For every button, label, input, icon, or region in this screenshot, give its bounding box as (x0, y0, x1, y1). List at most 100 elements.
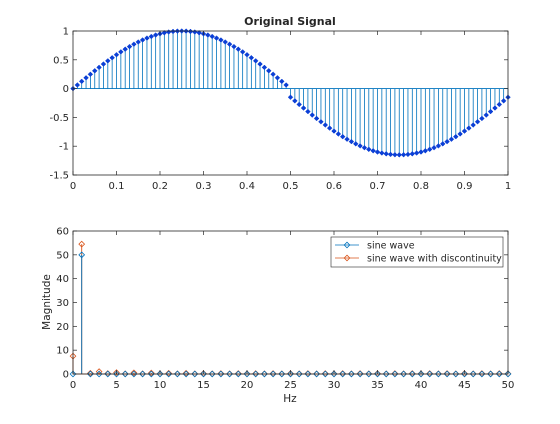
spectrum-point (130, 369, 138, 377)
spectrum-point (287, 370, 294, 378)
original-signal-chart: Original Signal 0 0.1 0.2 0.3 0.4 0.5 0.6 0.7 0.… (49, 15, 511, 192)
signal-point (422, 148, 429, 154)
spectrum-point (130, 370, 138, 378)
spectrum-point (278, 370, 286, 378)
spectrum-point (78, 240, 86, 248)
signal-point (113, 51, 120, 58)
signal-point (131, 41, 137, 47)
signal-point (91, 68, 98, 74)
spectrum-point (408, 370, 416, 378)
spectrum-point (252, 370, 260, 378)
signal-point (152, 32, 159, 38)
signal-point (105, 58, 111, 64)
signal-point (252, 58, 259, 64)
spectrum-point (243, 370, 251, 378)
signal-stems (73, 31, 509, 155)
signal-point (248, 54, 255, 61)
signal-point (479, 115, 485, 122)
spectrum-point (339, 370, 347, 378)
x-tick-label: 0.5 (283, 181, 299, 192)
signal-point (357, 143, 363, 149)
signal-point (126, 43, 133, 50)
signal-point (283, 82, 289, 88)
signal-point (483, 112, 490, 118)
signal-point (496, 101, 503, 108)
spectrum-point (78, 251, 86, 259)
signal-point (444, 138, 450, 145)
spectrum-point (461, 370, 468, 378)
x-tick-label: 0.3 (196, 181, 212, 192)
signal-point (239, 49, 246, 55)
signal-point (435, 143, 442, 149)
axis-ticks: 0 5 10 15 20 25 30 35 40 45 50 0 10 20 30 40 50 60 (56, 227, 514, 392)
signal-point (292, 98, 298, 104)
x-tick-label: 20 (241, 380, 254, 391)
signal-point (261, 64, 268, 71)
signal-point (139, 37, 146, 43)
signal-point (144, 35, 150, 41)
signal-point (257, 61, 263, 67)
signal-point (418, 149, 424, 155)
signal-point (326, 125, 333, 131)
spectrum-point (182, 369, 190, 377)
signal-point (74, 82, 81, 88)
signal-point (87, 71, 94, 78)
signal-point (409, 151, 416, 157)
x-tick-label: 0.8 (413, 181, 429, 192)
spectrum-point (191, 370, 199, 378)
signal-point (453, 133, 459, 140)
x-tick-label: 0.9 (457, 181, 473, 192)
x-tick-label: 0.4 (239, 181, 255, 192)
x-tick-label: 40 (415, 380, 428, 391)
y-tick-label: 60 (56, 227, 69, 238)
spectrum-point (139, 370, 146, 378)
y-tick-label: -1 (59, 142, 69, 153)
spectrum-point (469, 370, 477, 378)
signal-point (448, 136, 455, 142)
signal-point (318, 119, 324, 125)
spectrum-point (348, 370, 355, 378)
spectrum-point (226, 370, 233, 378)
x-tick-label: 5 (113, 380, 119, 391)
spectrum-point (504, 370, 512, 378)
signal-point (213, 35, 220, 41)
signal-point (339, 133, 346, 140)
signal-point (244, 51, 250, 58)
signal-point (361, 144, 368, 151)
spectrum-point (417, 370, 425, 378)
legend-label-discontinuity: sine wave with discontinuity (367, 254, 502, 265)
spectrum-point (147, 370, 155, 378)
x-axis-label: Hz (283, 393, 297, 405)
spectrum-point (174, 370, 181, 378)
signal-point (400, 151, 407, 158)
spectrum-point (69, 370, 77, 378)
y-tick-label: 0.5 (53, 55, 69, 66)
spectrum-point (95, 368, 103, 375)
signal-point (279, 78, 285, 85)
signal-point (457, 131, 463, 137)
y-tick-label: -0.5 (49, 113, 69, 124)
signal-point (270, 71, 276, 78)
spectrum-point (435, 370, 442, 378)
spectrum-point (487, 370, 494, 378)
spectrum-point (330, 370, 338, 378)
x-tick-label: 25 (284, 380, 297, 391)
signal-point (331, 128, 337, 134)
signal-point (387, 151, 394, 158)
signal-point (474, 119, 481, 125)
spectrum-point (87, 370, 94, 378)
signal-point (78, 78, 85, 85)
x-tick-label: 0.7 (370, 181, 386, 192)
signal-point (205, 32, 211, 38)
signal-point (83, 75, 89, 81)
spectrum-point (391, 370, 399, 378)
spectrum-point (121, 370, 129, 378)
signal-point (135, 39, 142, 45)
signal-point (109, 54, 115, 61)
signal-point (296, 101, 302, 108)
x-tick-label: 10 (154, 380, 167, 391)
spectrum-point (217, 370, 225, 378)
x-tick-label: 50 (502, 380, 515, 391)
x-tick-label: 15 (197, 380, 210, 391)
